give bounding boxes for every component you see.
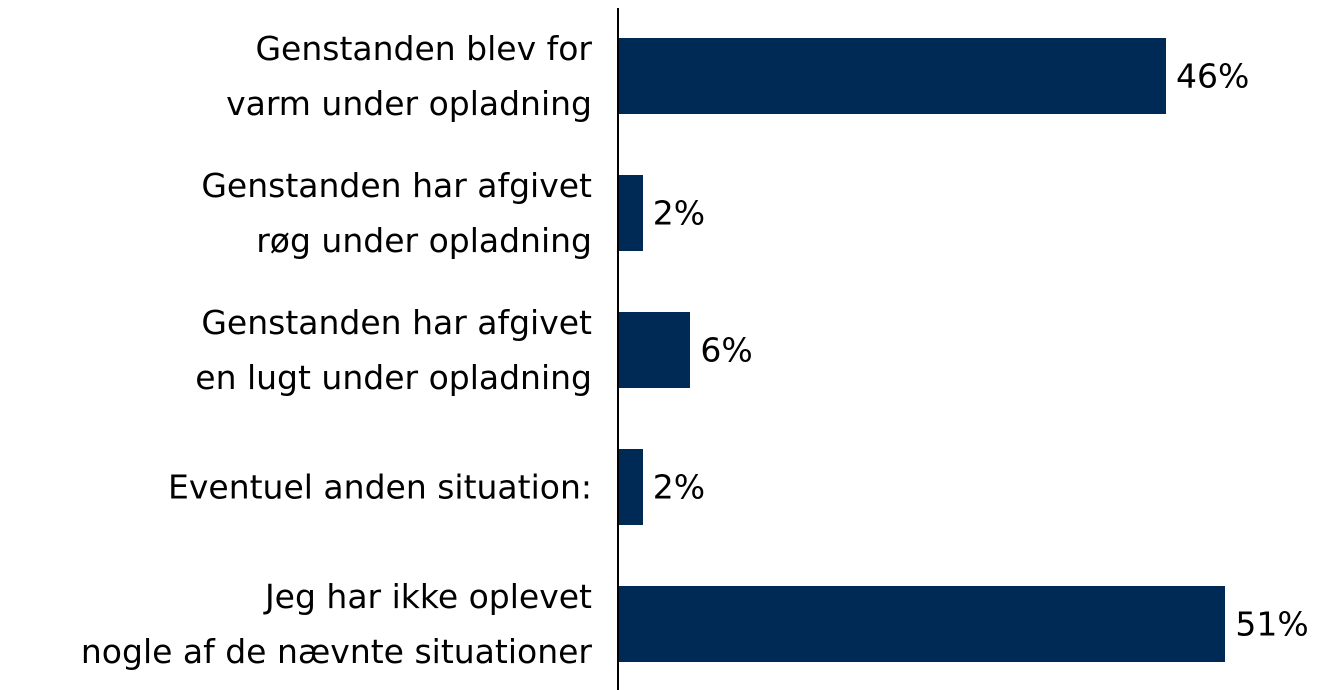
bar [619,586,1226,662]
category-label: Jeg har ikke oplevet nogle af de nævnte … [80,577,592,671]
category-label: Genstanden har afgivet en lugt under opl… [195,303,592,397]
value-label: 2% [652,467,706,507]
category-label: Eventuel anden situation: [168,467,592,507]
value-label: 51% [1235,604,1309,644]
category-label: Genstanden har afgivet røg under opladni… [201,166,592,260]
category-label: Genstanden blev for varm under opladning [226,29,592,123]
bar [619,175,643,251]
value-label: 2% [652,193,706,233]
bar [619,38,1166,114]
axis-line [617,8,619,690]
value-label: 46% [1175,56,1250,96]
bar [619,449,643,525]
bar [619,312,691,388]
value-label: 6% [700,330,753,370]
